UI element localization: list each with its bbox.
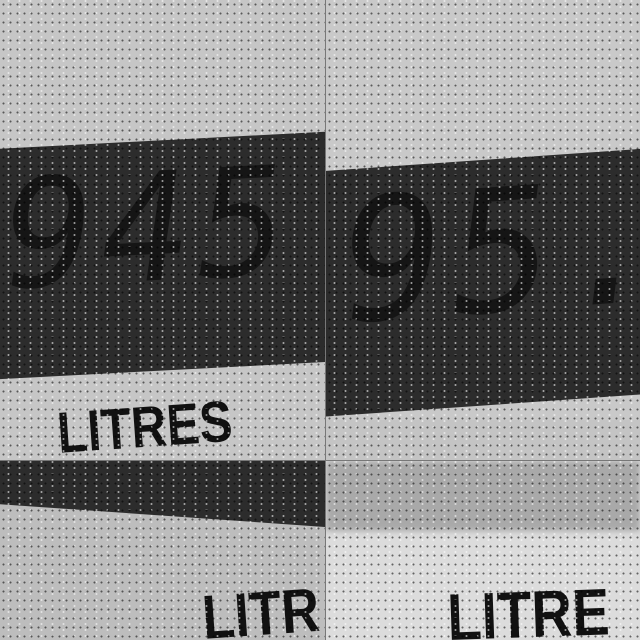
litres-label: LITRES xyxy=(55,388,235,460)
photo-panel-top-right: 95.0 xyxy=(326,0,640,460)
lcd-digits: 945 xyxy=(0,134,298,324)
panel-divider-vertical xyxy=(325,0,326,640)
litres-label: LITR xyxy=(200,575,322,640)
litres-label: LITRE xyxy=(446,574,611,640)
panel-divider-horizontal xyxy=(0,460,640,461)
lcd-digits: 95.0 xyxy=(336,134,640,363)
photo-panel-bottom-left: LITR xyxy=(0,461,325,640)
lcd-display-band xyxy=(0,461,325,530)
photo-panel-top-left: 945 LITRES xyxy=(0,0,325,460)
bottom-light-area xyxy=(326,420,640,460)
blurred-display-edge xyxy=(326,461,640,531)
photo-panel-bottom-right: LITRE xyxy=(326,461,640,640)
